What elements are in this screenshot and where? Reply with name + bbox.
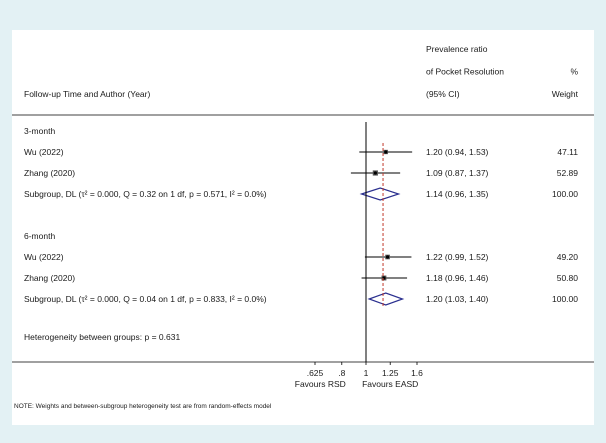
subgroup-label: Subgroup, DL (τ² = 0.000, Q = 0.04 on 1 … — [24, 294, 267, 304]
header-effect-line: Prevalence ratio — [426, 44, 488, 54]
subgroup-ci-text: 1.20 (1.03, 1.40) — [426, 294, 489, 304]
forest-plot: Follow-up Time and Author (Year) Prevalen… — [12, 44, 594, 410]
x-tick-label: 1.25 — [382, 368, 399, 378]
x-tick-label: .625 — [307, 368, 324, 378]
study-weight: 50.80 — [557, 273, 579, 283]
study-weight: 47.11 — [557, 147, 578, 157]
study-ci-text: 1.09 (0.87, 1.37) — [426, 168, 489, 178]
study-label: Zhang (2020) — [24, 273, 75, 283]
favours-right-label: Favours EASD — [362, 379, 418, 389]
heterogeneity-text: Heterogeneity between groups: p = 0.631 — [24, 332, 180, 342]
header-effect-line: of Pocket Resolution — [426, 67, 504, 77]
study-ci-text: 1.22 (0.99, 1.52) — [426, 252, 489, 262]
forest-plot-panel: Follow-up Time and Author (Year) Prevalen… — [12, 30, 594, 425]
subgroup-ci-text: 1.14 (0.96, 1.35) — [426, 189, 489, 199]
subgroup-diamond — [367, 292, 405, 306]
study-ci-text: 1.18 (0.96, 1.46) — [426, 273, 489, 283]
x-tick-label: 1 — [364, 368, 369, 378]
favours-left-label: Favours RSD — [295, 379, 346, 389]
subgroup-label: Subgroup, DL (τ² = 0.000, Q = 0.32 on 1 … — [24, 189, 267, 199]
x-tick-label: .8 — [338, 368, 345, 378]
study-point — [384, 150, 388, 154]
header-effect-line: (95% CI) — [426, 89, 460, 99]
study-ci-text: 1.20 (0.94, 1.53) — [426, 147, 489, 157]
study-label: Wu (2022) — [24, 147, 64, 157]
subgroup-diamond — [359, 187, 401, 201]
study-weight: 49.20 — [557, 252, 579, 262]
study-weight: 52.89 — [557, 168, 579, 178]
study-point — [373, 171, 377, 175]
group-heading: 6-month — [24, 231, 55, 241]
header-weight-line: % — [570, 67, 578, 77]
study-point — [385, 255, 390, 259]
x-tick-label: 1.6 — [411, 368, 423, 378]
footnote: NOTE: Weights and between-subgroup heter… — [14, 403, 272, 410]
header-weight-line: Weight — [552, 89, 579, 99]
header-study-label: Follow-up Time and Author (Year) — [24, 89, 150, 99]
study-label: Zhang (2020) — [24, 168, 75, 178]
study-label: Wu (2022) — [24, 252, 64, 262]
subgroup-weight: 100.00 — [552, 294, 578, 304]
subgroup-weight: 100.00 — [552, 189, 578, 199]
group-heading: 3-month — [24, 126, 55, 136]
